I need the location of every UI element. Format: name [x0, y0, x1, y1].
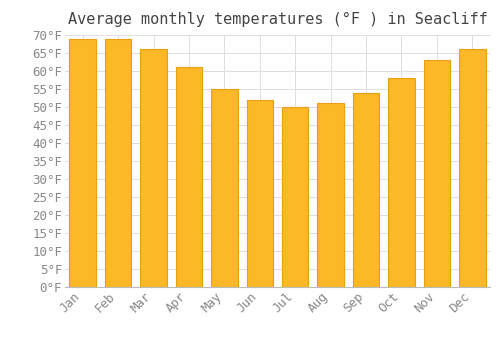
Bar: [211, 89, 238, 287]
Bar: [105, 38, 132, 287]
Bar: [388, 78, 414, 287]
Bar: [424, 60, 450, 287]
Bar: [459, 49, 485, 287]
Bar: [282, 107, 308, 287]
Bar: [70, 38, 96, 287]
Title: Average monthly temperatures (°F ) in Seacliff: Average monthly temperatures (°F ) in Se…: [68, 12, 488, 27]
Bar: [353, 93, 380, 287]
Bar: [318, 103, 344, 287]
Bar: [140, 49, 167, 287]
Bar: [176, 68, 202, 287]
Bar: [246, 100, 273, 287]
